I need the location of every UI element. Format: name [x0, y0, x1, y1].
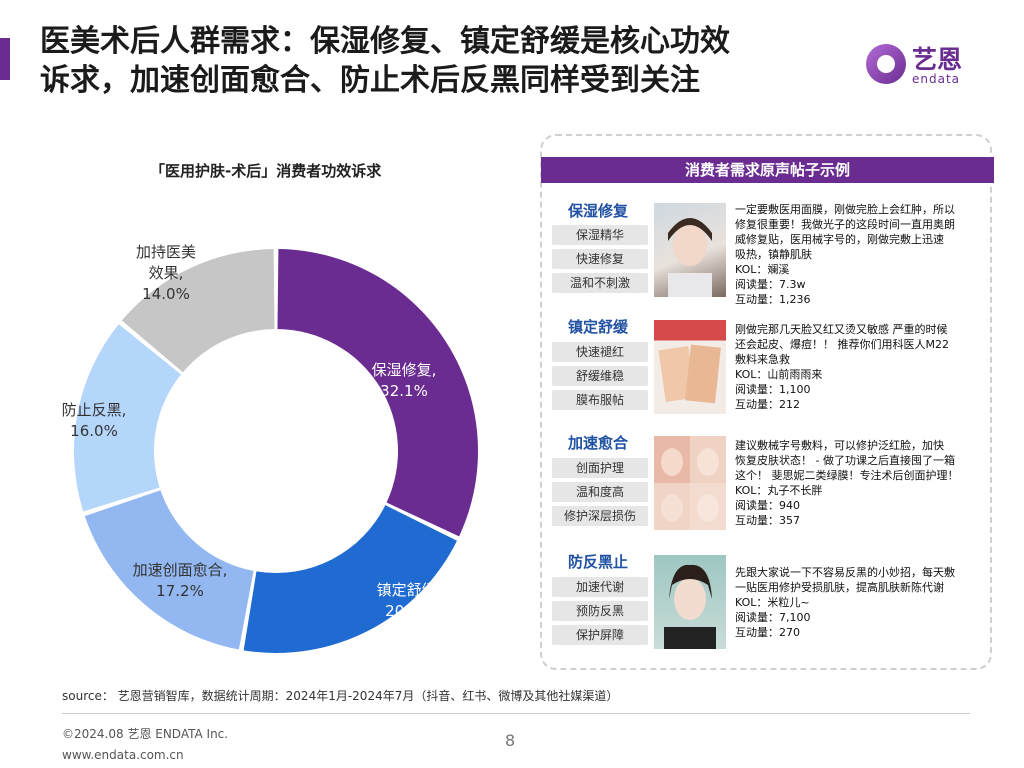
person-photo-icon: [664, 564, 716, 649]
tag: 快速褪红: [552, 342, 648, 362]
person-photo-icon: [668, 218, 712, 297]
post-interactions: 互动量：357: [735, 514, 800, 527]
post-text: 先跟大家说一下不容易反黑的小妙招，每天敷 一贴医用修护受损肌肤，提高肌肤新陈代谢…: [735, 565, 971, 640]
post-line: 这个！ 斐思妮二类绿膜！专注术后创面护理！: [735, 469, 959, 482]
post-interactions: 互动量：212: [735, 398, 800, 411]
post-kol: KOL：山前雨雨来: [735, 368, 823, 381]
logo-chinese: 艺恩: [912, 45, 963, 74]
logo-english: endata: [912, 72, 961, 86]
section-title: 保湿修复: [568, 202, 629, 220]
tag: 创面护理: [552, 458, 648, 478]
donut-slice: [84, 490, 254, 650]
copyright: ©2024.08 艺恩 ENDATA Inc.: [62, 727, 229, 741]
source-note: source： 艺恩营销智库，数据统计周期：2024年1月-2024年7月（抖音…: [62, 689, 619, 703]
tag: 保湿精华: [552, 225, 648, 245]
post-reads: 阅读量：940: [735, 499, 800, 512]
post-photo: [654, 436, 726, 530]
tag: 膜布服帖: [552, 390, 648, 410]
chart-title: 「医用护肤-术后」消费者功效诉求: [150, 162, 382, 180]
post-line: 威修复贴，医用械字号的，刚做完敷上迅速: [735, 233, 944, 246]
post-photo: [654, 555, 726, 649]
before-after-photo-icon: [654, 436, 726, 530]
slice-label: 镇定舒缓,: [377, 581, 442, 599]
donut-slice: [243, 505, 457, 653]
logo-mark-icon: [866, 44, 906, 84]
donut-labels: 保湿修复, 32.1% 镇定舒缓, 20.6% 加速创面愈合, 17.2% 防止反黑, 16.…: [62, 243, 442, 620]
footer-divider: [62, 713, 970, 714]
post-line: 刚做完那几天脸又红又烫又敏感 严重的时候: [735, 323, 948, 336]
slice-label: 加速创面愈合,: [133, 561, 228, 579]
post-text: 建议敷械字号敷料，可以修护泛红脸，加快 恢复皮肤状态！ - 做了功课之后直接囤了…: [735, 438, 971, 528]
title-accent-bar: [0, 38, 10, 80]
post-text: 刚做完那几天脸又红又烫又敏感 严重的时候 还会起皮、爆痘！！ 推荐你们用科医人M…: [735, 322, 971, 412]
donut-slice: [277, 249, 478, 537]
donut-slices: [73, 249, 478, 653]
posts-panel-title: 消费者需求原声帖子示例: [541, 157, 994, 183]
post-photo: [654, 203, 726, 297]
tag: 保护屏障: [552, 625, 648, 645]
section-title: 镇定舒缓: [568, 318, 629, 336]
section-title: 加速愈合: [568, 434, 629, 452]
post-reads: 阅读量：1,100: [735, 383, 811, 396]
slice-label: 16.0%: [70, 422, 118, 440]
slice-label: 20.6%: [385, 602, 433, 620]
tag: 温和不刺激: [552, 273, 648, 293]
post-line: 建议敷械字号敷料，可以修护泛红脸，加快: [735, 439, 944, 452]
tag: 加速代谢: [552, 577, 648, 597]
tag: 预防反黑: [552, 601, 648, 621]
post-line: 恢复皮肤状态！ - 做了功课之后直接囤了一箱: [735, 454, 955, 467]
post-kol: KOL：米粒儿~: [735, 596, 810, 609]
section-title: 防反黑止: [568, 553, 629, 571]
slice-label: 14.0%: [142, 285, 190, 303]
tag: 温和度高: [552, 482, 648, 502]
posts-panel: [540, 134, 992, 670]
post-photo: [654, 320, 726, 414]
tag: 舒缓维稳: [552, 366, 648, 386]
post-reads: 阅读量：7.3w: [735, 278, 806, 291]
endata-logo: 艺恩 endata: [866, 40, 1006, 100]
mask-product-photo-icon: [658, 344, 721, 404]
post-interactions: 互动量：270: [735, 626, 800, 639]
post-interactions: 互动量：1,236: [735, 293, 811, 306]
slice-label: 17.2%: [156, 582, 204, 600]
tag: 快速修复: [552, 249, 648, 269]
slice-label: 32.1%: [380, 382, 428, 400]
post-line: 一定要敷医用面膜，刚做完脸上会红肿，所以: [735, 203, 955, 216]
page-title: 医美术后人群需求：保湿修复、镇定舒缓是核心功效 诉求，加速创面愈合、防止术后反黑…: [40, 22, 840, 100]
post-line: 一贴医用修护受损肌肤，提高肌肤新陈代谢: [735, 581, 944, 594]
post-line: 敷料来急救: [735, 353, 790, 366]
post-kol: KOL：斓溪: [735, 263, 790, 276]
page-number: 8: [505, 731, 516, 750]
slice-label: 保湿修复,: [372, 361, 437, 379]
website-link[interactable]: www.endata.com.cn: [62, 748, 184, 762]
tag: 修护深层损伤: [552, 506, 648, 526]
slice-label: 效果,: [149, 264, 184, 282]
post-line: 吸热，镇静肌肤: [735, 248, 812, 261]
donut-slice: [73, 324, 182, 512]
page-title-line-1: 医美术后人群需求：保湿修复、镇定舒缓是核心功效: [40, 24, 730, 59]
slice-label: 防止反黑,: [62, 401, 127, 419]
post-line: 还会起皮、爆痘！！ 推荐你们用科医人M22: [735, 338, 949, 351]
slice-label: 加持医美: [136, 243, 196, 261]
page-title-line-2: 诉求，加速创面愈合、防止术后反黑同样受到关注: [40, 63, 700, 98]
post-reads: 阅读量：7,100: [735, 611, 811, 624]
donut-slice: [121, 249, 275, 373]
post-line: 先跟大家说一下不容易反黑的小妙招，每天敷: [735, 566, 955, 579]
post-kol: KOL：丸子不长胖: [735, 484, 823, 497]
donut-chart: 保湿修复, 32.1% 镇定舒缓, 20.6% 加速创面愈合, 17.2% 防止反黑, 16.…: [62, 243, 478, 653]
post-text: 一定要敷医用面膜，刚做完脸上会红肿，所以 修复很重要！我做光子的这段时间一直用奥…: [735, 202, 971, 307]
post-line: 修复很重要！我做光子的这段时间一直用奥朗: [735, 218, 955, 231]
